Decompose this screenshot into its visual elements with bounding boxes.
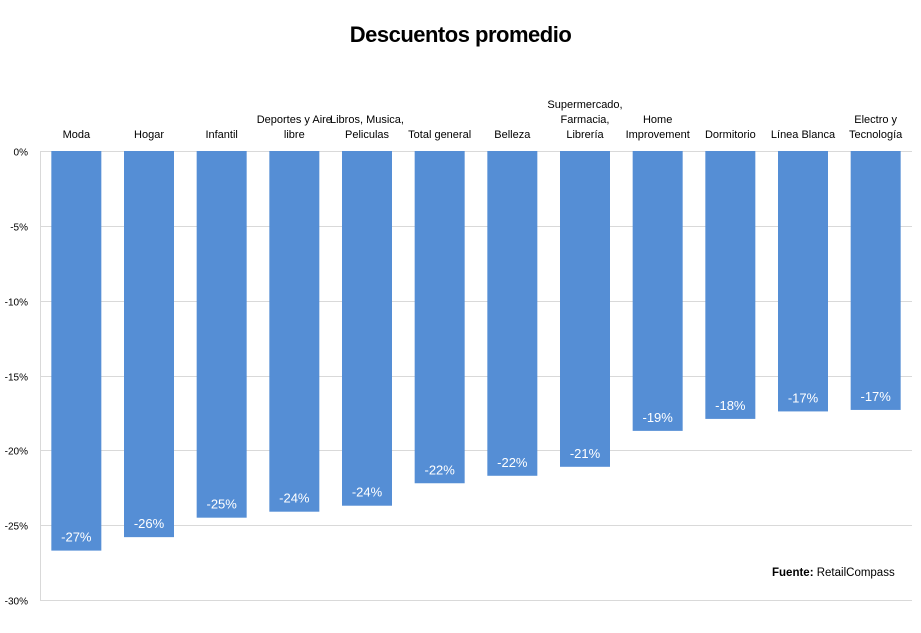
- category-label: Total general: [408, 129, 471, 141]
- category-label: Moda: [63, 129, 91, 141]
- data-label: -19%: [642, 410, 673, 425]
- source-value: RetailCompass: [816, 567, 895, 579]
- data-label: -22%: [497, 455, 528, 470]
- data-label: -17%: [788, 390, 819, 405]
- gridlines: [40, 151, 912, 601]
- category-label: Electro y Tecnología: [849, 114, 903, 141]
- bar: [269, 151, 320, 512]
- data-label: -22%: [424, 462, 455, 477]
- category-label: Dormitorio: [705, 129, 756, 141]
- y-tick-label: -10%: [5, 298, 28, 309]
- category-label: Hogar: [134, 129, 164, 141]
- data-label: -27%: [61, 530, 92, 545]
- bar: [850, 151, 901, 410]
- y-tick-label: -15%: [5, 373, 28, 384]
- bar: [560, 151, 610, 467]
- source-note: Fuente: RetailCompass: [772, 567, 895, 579]
- bar: [414, 151, 465, 484]
- y-tick-label: 0%: [14, 148, 29, 159]
- category-label: Home Improvement: [626, 114, 690, 141]
- data-label: -25%: [206, 497, 237, 512]
- data-label: -24%: [279, 491, 310, 506]
- bar: [51, 151, 102, 551]
- bars: [51, 151, 901, 551]
- source-label: Fuente:: [772, 567, 814, 579]
- data-label: -21%: [570, 446, 601, 461]
- category-label: Belleza: [494, 129, 531, 141]
- y-tick-label: -5%: [10, 223, 28, 234]
- data-labels: -27% -26% -25% -24% -24% -22% -22% -21% -19% -18%…: [61, 389, 891, 545]
- bar: [487, 151, 538, 476]
- bar: [124, 151, 174, 538]
- bar: [778, 151, 828, 412]
- chart-title: Descuentos promedio: [349, 22, 572, 47]
- y-tick-label: -30%: [5, 597, 28, 608]
- category-labels: Moda Hogar Infantil Deportes y Aire libreLib…: [63, 99, 904, 141]
- y-tick-label: -20%: [5, 447, 28, 458]
- bar: [705, 151, 756, 419]
- bar: [342, 151, 392, 506]
- bar: [196, 151, 247, 518]
- category-label: Línea Blanca: [771, 129, 836, 141]
- y-tick-label: -25%: [5, 522, 28, 533]
- data-label: -24%: [352, 485, 383, 500]
- data-label: -17%: [860, 389, 891, 404]
- data-label: -26%: [134, 516, 165, 531]
- category-label: Infantil: [205, 129, 237, 141]
- category-label: Libros, Musica, Peliculas: [330, 114, 404, 141]
- bar: [632, 151, 683, 431]
- y-axis: 0% -5% -10% -15% -20% -25% -30%: [5, 148, 41, 608]
- category-label: Supermercado, Farmacia, Librería: [547, 99, 622, 141]
- data-label: -18%: [715, 398, 746, 413]
- category-label: Deportes y Aire libre: [257, 114, 332, 141]
